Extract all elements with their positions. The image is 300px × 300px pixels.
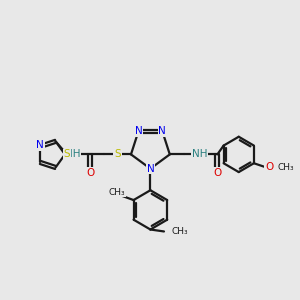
Text: CH₃: CH₃ [172, 227, 188, 236]
Text: N: N [146, 164, 154, 174]
Text: O: O [265, 162, 274, 172]
Text: CH₃: CH₃ [109, 188, 125, 197]
Text: S: S [64, 149, 70, 159]
Text: NH: NH [65, 149, 80, 159]
Text: O: O [86, 168, 94, 178]
Text: CH₃: CH₃ [277, 163, 294, 172]
Text: O: O [213, 168, 221, 178]
Text: NH: NH [192, 149, 208, 159]
Text: N: N [158, 126, 166, 136]
Text: N: N [37, 140, 44, 150]
Text: S: S [114, 149, 121, 159]
Text: N: N [134, 126, 142, 136]
